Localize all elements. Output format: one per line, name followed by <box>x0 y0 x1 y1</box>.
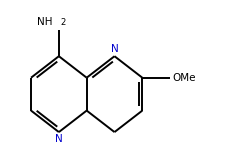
Text: N: N <box>111 44 118 54</box>
Text: N: N <box>55 134 63 144</box>
Text: OMe: OMe <box>172 73 196 83</box>
Text: NH: NH <box>37 17 52 27</box>
Text: 2: 2 <box>61 18 66 27</box>
